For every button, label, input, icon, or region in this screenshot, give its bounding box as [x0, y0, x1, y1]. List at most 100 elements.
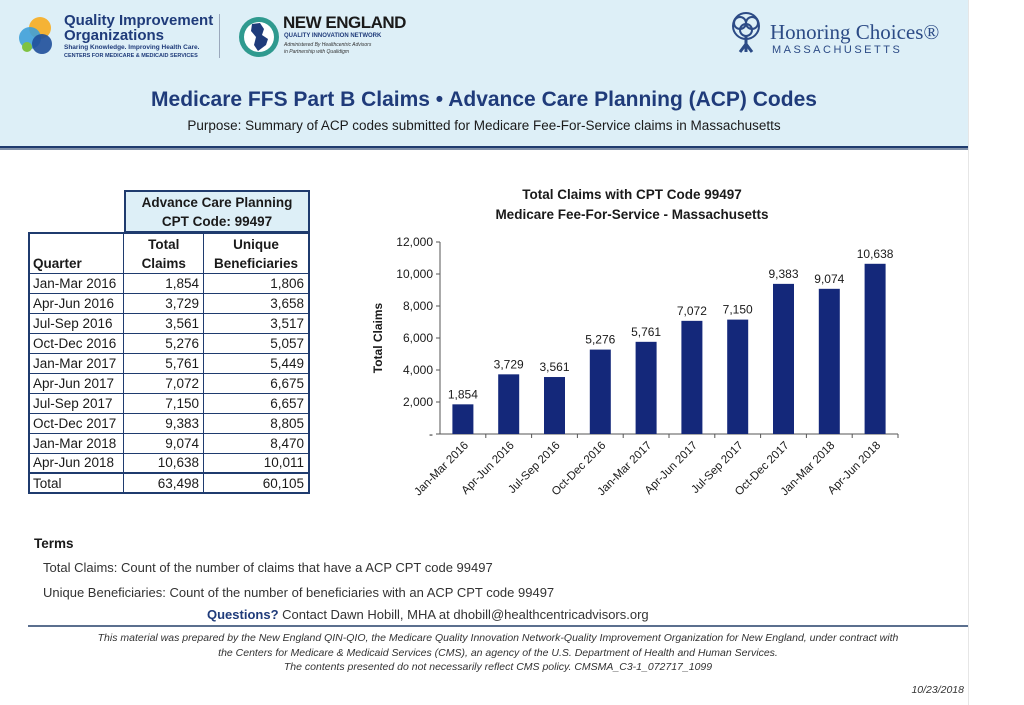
bar-value-label: 10,638 [857, 247, 894, 261]
table-row: Jan-Mar 2017 5,761 5,449 [28, 352, 310, 374]
page-title: Medicare FFS Part B Claims • Advance Car… [151, 88, 817, 111]
bar-value-label: 9,074 [814, 272, 844, 286]
bar [589, 349, 611, 434]
cell-total: 9,074 [123, 432, 205, 454]
cell-quarter: Apr-Jun 2018 [28, 452, 125, 474]
bar-value-label: 3,729 [494, 357, 524, 371]
bar-value-label: 5,761 [631, 325, 661, 339]
cell-quarter: Jan-Mar 2016 [28, 272, 125, 294]
y-tick-label: 4,000 [403, 363, 433, 377]
col-header-total-line2: Claims [141, 255, 186, 271]
qio-name-line1: Quality Improvement [64, 12, 214, 29]
terms-title: Terms [34, 536, 74, 551]
table-group-header-line1: Advance Care Planning [141, 195, 293, 210]
disclaimer-line1: This material was prepared by the New En… [97, 632, 899, 644]
cell-total-unique-sum: 60,105 [203, 472, 310, 494]
cell-total: 5,276 [123, 332, 205, 354]
bar [544, 377, 565, 434]
table-row: Oct-Dec 2016 5,276 5,057 [28, 332, 310, 354]
chart-title: Total Claims with CPT Code 99497 [522, 187, 742, 202]
bar [727, 319, 749, 434]
questions-contact[interactable]: Contact Dawn Hobill, MHA at dhobill@heal… [278, 607, 649, 622]
chart-subtitle: Medicare Fee-For-Service - Massachusetts [495, 207, 769, 222]
cell-total: 7,150 [123, 392, 205, 414]
qio-sub: CENTERS FOR MEDICARE & MEDICAID SERVICES [64, 53, 198, 59]
y-axis-label: Total Claims [371, 302, 385, 373]
tree-icon [732, 12, 760, 53]
col-header-total-claims: Total Claims [123, 232, 205, 274]
cell-total: 10,638 [123, 452, 205, 474]
disclaimer: This material was prepared by the New En… [28, 631, 968, 675]
table-row: Jul-Sep 2017 7,150 6,657 [28, 392, 310, 414]
bar [681, 320, 703, 434]
qio-logo: Quality Improvement Organizations Sharin… [16, 12, 226, 62]
cell-total: 9,383 [123, 412, 205, 434]
cell-total: 5,761 [123, 352, 205, 374]
claims-bar-chart: - 2,000 4,000 6,000 8,000 10,000 12,000 Total C… [371, 235, 899, 498]
table-row: Jul-Sep 2016 3,561 3,517 [28, 312, 310, 334]
table-row: Apr-Jun 2017 7,072 6,675 [28, 372, 310, 394]
bar-value-label: 7,150 [723, 303, 753, 317]
cell-quarter: Jan-Mar 2017 [28, 352, 125, 374]
cell-unique: 3,658 [203, 292, 310, 314]
claims-table: Quarter Total Claims Unique Beneficiarie… [28, 232, 310, 494]
cell-unique: 1,806 [203, 272, 310, 294]
ne-network: QUALITY INNOVATION NETWORK [284, 33, 382, 39]
new-england-map-icon [239, 17, 279, 57]
table-row: Jan-Mar 2018 9,074 8,470 [28, 432, 310, 454]
cell-total: 1,854 [123, 272, 205, 294]
cell-quarter: Jan-Mar 2018 [28, 432, 125, 454]
bar [773, 283, 794, 434]
ne-qin-logo: NEW ENGLAND QUALITY INNOVATION NETWORK A… [238, 12, 408, 62]
cell-quarter: Jul-Sep 2016 [28, 312, 125, 334]
table-group-header-line2: CPT Code: 99497 [161, 214, 273, 229]
bar [864, 263, 886, 434]
cell-quarter: Apr-Jun 2016 [28, 292, 125, 314]
y-tick-label: 8,000 [403, 299, 433, 313]
col-header-unique-line2: Beneficiaries [214, 255, 299, 271]
ne-admin: Administered By Healthcentric Advisors [284, 42, 372, 48]
cell-quarter: Apr-Jun 2017 [28, 372, 125, 394]
col-header-unique-line1: Unique [233, 236, 279, 252]
table-row: Oct-Dec 2017 9,383 8,805 [28, 412, 310, 434]
cell-quarter: Oct-Dec 2017 [28, 412, 125, 434]
cell-total: 3,561 [123, 312, 205, 334]
header-rule [0, 148, 968, 150]
cell-unique: 8,805 [203, 412, 310, 434]
bar [498, 374, 520, 434]
y-tick-label: 12,000 [396, 235, 433, 249]
col-header-unique-beneficiaries: Unique Beneficiaries [203, 232, 310, 274]
bar [818, 288, 840, 434]
cell-unique: 6,657 [203, 392, 310, 414]
table-row: Apr-Jun 2016 3,729 3,658 [28, 292, 310, 314]
y-tick-label: 10,000 [396, 267, 433, 281]
col-header-quarter: Quarter [28, 232, 125, 274]
ne-partner: in Partnership with Qualidigm [284, 49, 350, 55]
cell-quarter: Jul-Sep 2017 [28, 392, 125, 414]
bar-value-label: 1,854 [448, 387, 478, 401]
disclaimer-line2: the Centers for Medicare & Medicaid Serv… [218, 646, 778, 659]
cell-total: 7,072 [123, 372, 205, 394]
bar [452, 404, 474, 434]
bar [635, 341, 657, 434]
table-total-row: Total 63,498 60,105 [28, 472, 310, 494]
cell-unique: 8,470 [203, 432, 310, 454]
hc-name: Honoring Choices® [770, 20, 940, 44]
bar-value-label: 3,561 [539, 360, 569, 374]
cell-unique: 6,675 [203, 372, 310, 394]
bar-value-label: 9,383 [768, 267, 798, 281]
ne-name: NEW ENGLAND [283, 13, 406, 32]
bar-value-label: 5,276 [585, 333, 615, 347]
hc-state: MASSACHUSETTS [772, 44, 903, 56]
page-subtitle: Purpose: Summary of ACP codes submitted … [187, 118, 781, 133]
table-row: Jan-Mar 2016 1,854 1,806 [28, 272, 310, 294]
cell-unique: 3,517 [203, 312, 310, 334]
cell-unique: 5,449 [203, 352, 310, 374]
y-tick-label: - [429, 427, 433, 441]
footer-rule [28, 625, 968, 627]
page-edge [968, 0, 969, 705]
cell-quarter: Oct-Dec 2016 [28, 332, 125, 354]
qio-circles-icon [19, 17, 52, 54]
table-header-row: Quarter Total Claims Unique Beneficiarie… [28, 232, 310, 274]
term-total-claims: Total Claims: Count of the number of cla… [43, 560, 493, 575]
